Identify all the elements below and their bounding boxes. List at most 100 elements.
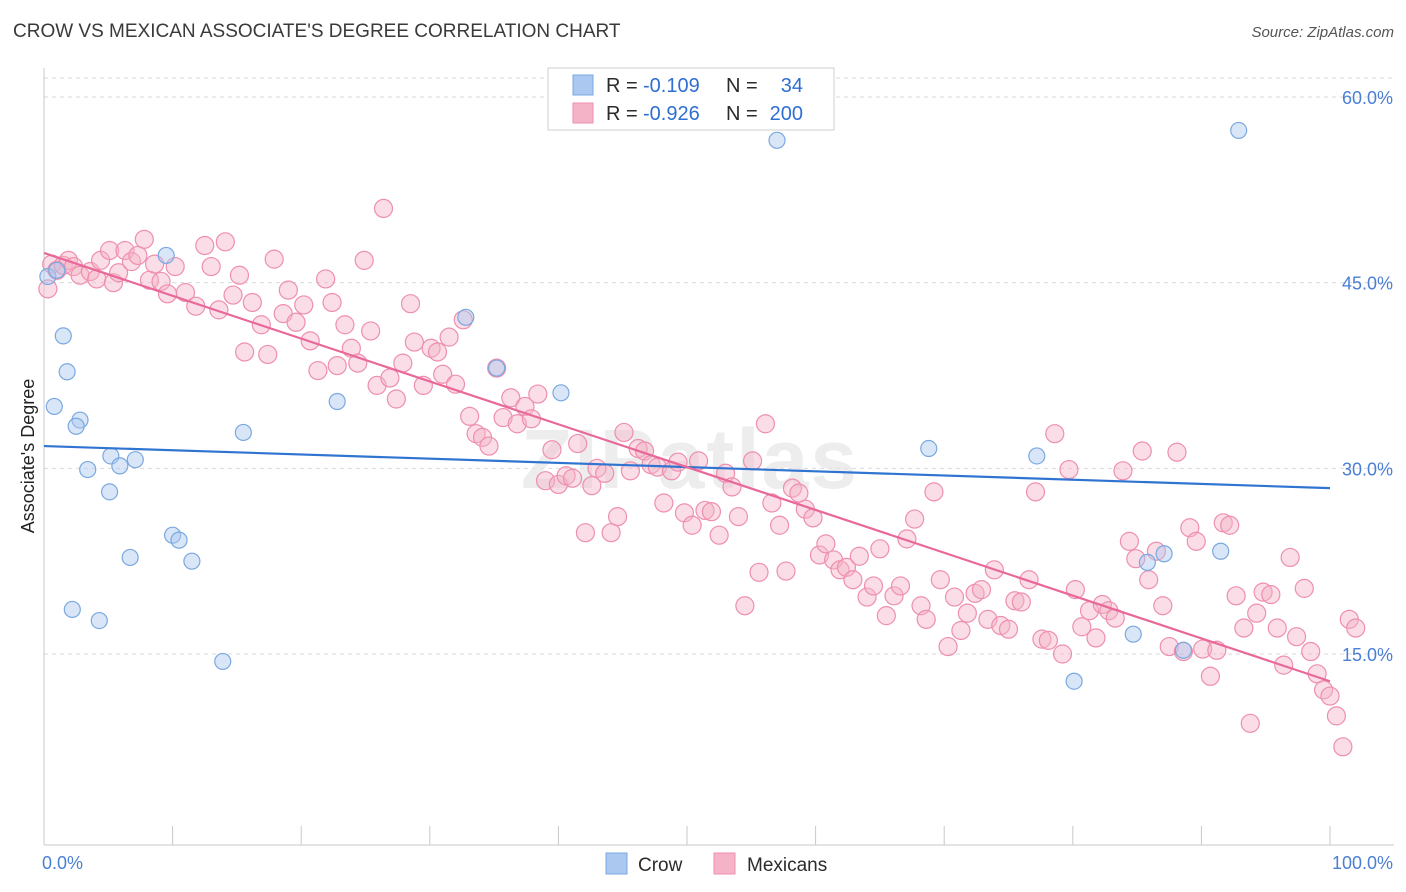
bottom-legend-swatch-mexicans	[713, 852, 736, 875]
mexicans-point	[1226, 586, 1246, 606]
crow-point	[170, 531, 188, 549]
mexicans-point	[134, 229, 154, 249]
crow-point	[214, 652, 232, 671]
y-axis-label: Associate's Degree	[18, 379, 38, 534]
mexicans-point	[782, 478, 803, 498]
mexicans-point	[242, 292, 262, 313]
mexicans-point	[99, 240, 120, 261]
crow-point	[1065, 672, 1083, 690]
mexicans-point	[1025, 482, 1046, 502]
crow-point	[90, 611, 108, 630]
mexicans-point	[863, 576, 884, 596]
mexicans-point	[1253, 582, 1273, 602]
mexicans-point	[294, 295, 314, 315]
crow-point	[111, 457, 129, 475]
mexicans-point	[38, 279, 58, 299]
crow-point	[45, 397, 63, 416]
mexicans-point	[762, 493, 782, 513]
mexicans-point	[493, 407, 513, 428]
mexicans-point	[857, 587, 877, 607]
mexicans-point	[361, 321, 381, 341]
mexicans-point	[701, 502, 722, 522]
crow-point	[63, 600, 81, 619]
legend-n-value-crow: 34	[781, 75, 803, 97]
y-tick-labels: 15.0% 30.0% 45.0% 60.0%	[1342, 88, 1393, 665]
mexicans-point	[1132, 441, 1152, 461]
axes	[43, 68, 1394, 846]
legend-r-value-crow: -0.109	[643, 75, 700, 97]
mexicans-point	[742, 451, 763, 471]
x-tick-label: 0.0%	[42, 853, 83, 873]
mexicans-point	[1059, 459, 1079, 480]
mexicans-point	[264, 249, 284, 269]
crow-point	[54, 327, 72, 345]
crow-point	[157, 246, 175, 265]
x-ticks	[43, 826, 1331, 845]
mexicans-point	[884, 586, 904, 606]
x-tick-label: 100.0%	[1332, 853, 1393, 873]
crow-points	[39, 121, 1248, 690]
mexicans-point	[1320, 686, 1340, 706]
crow-point	[920, 439, 938, 458]
crow-point	[100, 483, 119, 501]
mexicans-point	[897, 529, 917, 549]
mexicans-point	[354, 250, 374, 270]
mexicans-point	[501, 388, 521, 408]
mexicans-point	[1038, 630, 1058, 650]
mexicans-point	[971, 580, 992, 600]
crow-point	[67, 417, 85, 435]
crow-point	[457, 308, 475, 326]
mexicans-point	[404, 332, 424, 352]
mexicans-point	[1159, 636, 1179, 657]
mexicans-point	[654, 493, 674, 513]
mexicans-point	[1119, 531, 1139, 551]
mexicans-point	[1234, 618, 1254, 638]
mexicans-point	[209, 300, 229, 320]
crow-point	[234, 423, 252, 442]
mexicans-point	[809, 545, 830, 565]
mexicans-point	[322, 292, 342, 313]
mexicans-point	[380, 368, 400, 388]
mexicans-point	[1113, 461, 1133, 481]
mexicans-point	[938, 636, 958, 657]
mexicans-point	[575, 523, 596, 543]
legend-r-label: R =	[606, 103, 638, 125]
crow-point	[1174, 641, 1192, 659]
crow-point	[1230, 121, 1248, 140]
mexicans-point	[1126, 549, 1146, 569]
mexicans-point	[1072, 617, 1092, 637]
mexicans-point	[905, 509, 925, 529]
mexicans-point	[1186, 531, 1206, 551]
mexicans-point	[258, 344, 278, 365]
mexicans-point	[1153, 596, 1173, 616]
mexicans-point	[836, 557, 857, 577]
mexicans-point	[128, 245, 148, 266]
mexicans-point	[1005, 591, 1025, 611]
source-note: Source: ZipAtlas.com	[1251, 24, 1394, 41]
bottom-legend: Crow Mexicans	[605, 852, 827, 876]
mexicans-point	[789, 483, 809, 503]
mexicans-point	[1240, 713, 1260, 733]
y-tick-label: 45.0%	[1342, 274, 1393, 294]
mexicans-point	[776, 561, 796, 581]
mexicans-point	[479, 436, 499, 456]
mexicans-point	[695, 500, 715, 521]
bottom-legend-mexicans: Mexicans	[747, 855, 827, 876]
legend-n-label: N =	[726, 103, 758, 125]
mexicans-point	[1333, 737, 1353, 757]
mexicans-point	[175, 282, 196, 303]
bottom-legend-swatch-crow	[605, 852, 628, 875]
y-tick-label: 60.0%	[1342, 88, 1393, 108]
mexicans-point	[115, 240, 135, 261]
crow-point	[183, 552, 201, 570]
mexicans-point	[229, 265, 250, 285]
mexicans-point	[433, 364, 453, 384]
mexicans-point	[735, 596, 755, 616]
mexicans-point	[749, 562, 769, 582]
mexicans-point	[769, 515, 790, 535]
mexicans-point	[1193, 639, 1213, 659]
mexicans-point	[1032, 629, 1052, 649]
mexicans-point	[595, 463, 615, 483]
crow-point	[328, 392, 346, 411]
